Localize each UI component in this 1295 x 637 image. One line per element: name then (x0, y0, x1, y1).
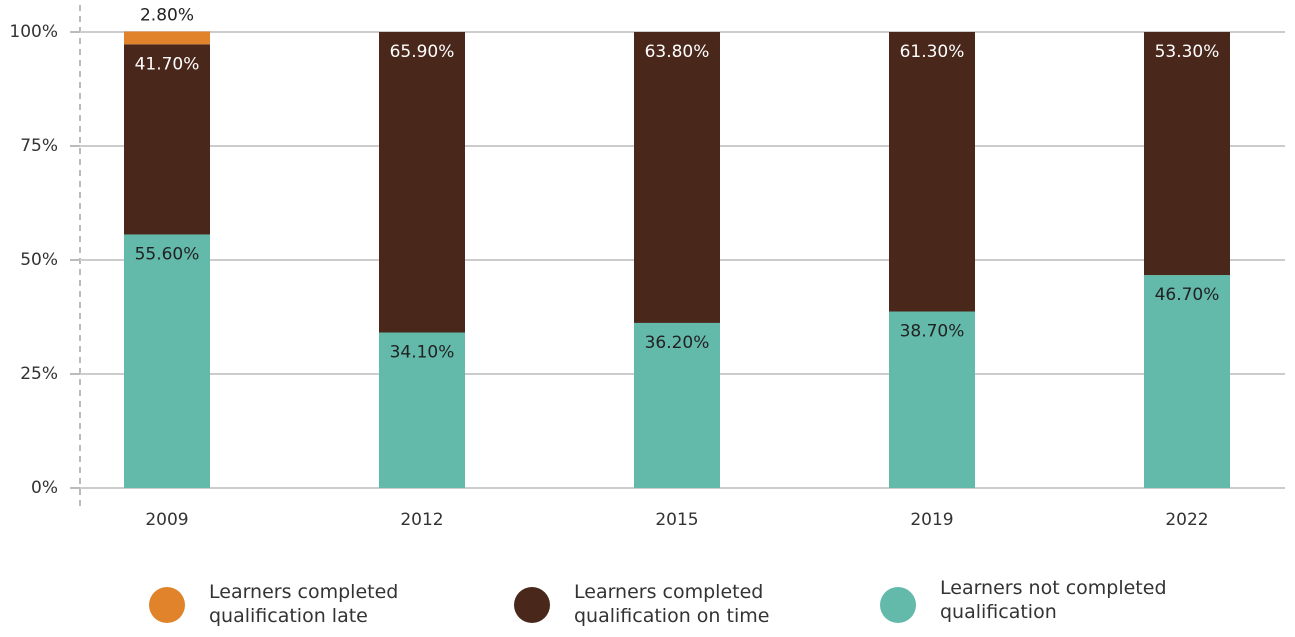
bar-segment (889, 311, 975, 488)
y-tick-label: 0% (31, 478, 58, 498)
data-label: 2.80% (140, 6, 194, 26)
legend-swatch (880, 587, 916, 623)
y-tick-label: 25% (20, 364, 58, 384)
y-tick-label: 100% (9, 22, 58, 42)
data-label: 41.70% (135, 54, 200, 74)
data-label: 53.30% (1155, 42, 1220, 62)
bar-segment (634, 322, 720, 488)
bar-segment (379, 332, 465, 488)
data-label: 55.60% (135, 244, 200, 264)
data-label: 38.70% (900, 322, 965, 342)
bar-segment (124, 31, 210, 45)
bar-segment (124, 44, 210, 235)
x-tick-label: 2009 (145, 510, 188, 530)
legend-label: Learners not completed qualification (940, 577, 1167, 623)
legend-label: Learners completed qualification late (209, 581, 399, 627)
bar-segment (1144, 32, 1230, 276)
y-tick-label: 75% (20, 136, 58, 156)
data-label: 61.30% (900, 42, 965, 62)
x-tick-label: 2015 (655, 510, 698, 530)
legend-label: Learners completed qualification on time (574, 581, 770, 627)
bar-segment (379, 32, 465, 333)
bar-segment (1144, 275, 1230, 488)
x-tick-label: 2012 (400, 510, 443, 530)
data-label: 65.90% (390, 42, 455, 62)
bar-segment (889, 32, 975, 312)
data-label: 46.70% (1155, 285, 1220, 305)
data-label: 36.20% (645, 333, 710, 353)
legend-swatch (514, 587, 550, 623)
x-tick-label: 2022 (1165, 510, 1208, 530)
bar-segment (634, 32, 720, 323)
data-label: 63.80% (645, 42, 710, 62)
y-tick-label: 50% (20, 250, 58, 270)
x-tick-label: 2019 (910, 510, 953, 530)
legend-swatch (149, 587, 185, 623)
bar-segment (124, 234, 210, 488)
data-label: 34.10% (390, 343, 455, 363)
